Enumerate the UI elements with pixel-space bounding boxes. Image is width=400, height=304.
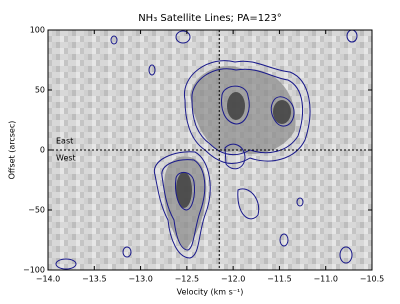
annotation: East <box>56 137 73 146</box>
chart-title: NH₃ Satellite Lines; PA=123° <box>138 13 282 24</box>
x-axis-label: Velocity (km s⁻¹) <box>177 288 244 297</box>
x-tick-label: −10.5 <box>360 275 385 284</box>
x-tick-label: −11.5 <box>267 275 292 284</box>
y-tick-label: 50 <box>35 86 45 95</box>
x-tick-label: −13.0 <box>128 275 153 284</box>
y-axis-label: Offset (arcsec) <box>8 121 17 180</box>
y-tick-label: 0 <box>40 146 45 155</box>
x-tick-label: −12.0 <box>221 275 246 284</box>
x-tick-label: −12.5 <box>175 275 200 284</box>
y-tick-label: −50 <box>28 206 45 215</box>
x-tick-label: −14.0 <box>36 275 61 284</box>
y-tick-label: −100 <box>23 266 45 275</box>
x-tick-label: −11.0 <box>313 275 338 284</box>
y-tick-label: 100 <box>30 26 45 35</box>
x-tick-label: −13.5 <box>82 275 107 284</box>
annotation: West <box>56 154 76 163</box>
